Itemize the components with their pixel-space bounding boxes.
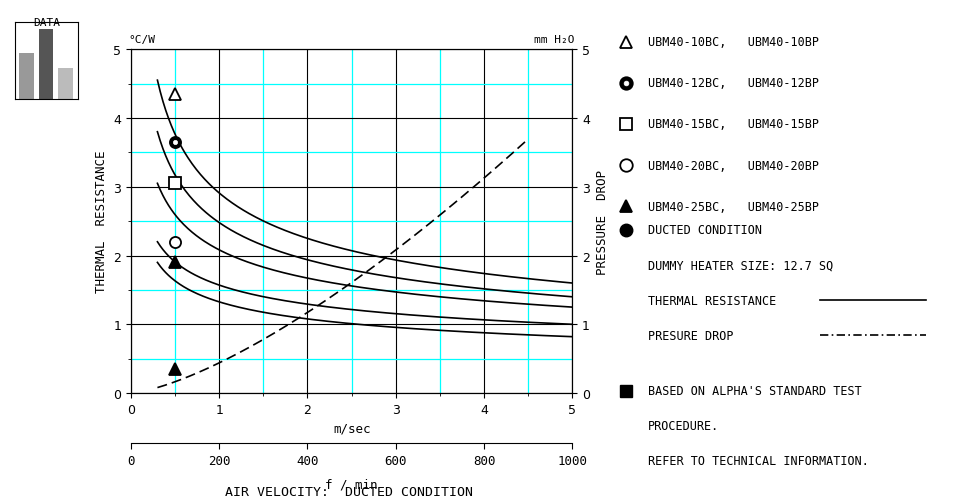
Text: UBM40-15BC,   UBM40-15BP: UBM40-15BC, UBM40-15BP — [647, 118, 818, 131]
X-axis label: m/sec: m/sec — [332, 421, 370, 434]
Text: AIR VELOCITY:  DUCTED CONDITION: AIR VELOCITY: DUCTED CONDITION — [225, 485, 473, 498]
Text: BASED ON ALPHA'S STANDARD TEST: BASED ON ALPHA'S STANDARD TEST — [647, 384, 860, 397]
Text: UBM40-12BC,   UBM40-12BP: UBM40-12BC, UBM40-12BP — [647, 77, 818, 90]
Text: THERMAL RESISTANCE: THERMAL RESISTANCE — [647, 294, 775, 307]
Text: UBM40-25BC,   UBM40-25BP: UBM40-25BC, UBM40-25BP — [647, 200, 818, 213]
Text: DUMMY HEATER SIZE: 12.7 SQ: DUMMY HEATER SIZE: 12.7 SQ — [647, 259, 832, 272]
Text: °C/W: °C/W — [129, 35, 156, 45]
Text: DUCTED CONDITION: DUCTED CONDITION — [647, 224, 762, 237]
Text: UBM40-20BC,   UBM40-20BP: UBM40-20BC, UBM40-20BP — [647, 159, 818, 172]
Bar — [39, 30, 53, 100]
Y-axis label: THERMAL  RESISTANCE: THERMAL RESISTANCE — [95, 151, 108, 293]
Text: mm H₂O: mm H₂O — [534, 35, 574, 45]
Text: PROCEDURE.: PROCEDURE. — [647, 419, 718, 432]
Text: DATA: DATA — [33, 18, 60, 28]
Y-axis label: PRESSURE  DROP: PRESSURE DROP — [595, 169, 608, 274]
Text: REFER TO TECHNICAL INFORMATION.: REFER TO TECHNICAL INFORMATION. — [647, 454, 868, 467]
Text: PRESURE DROP: PRESURE DROP — [647, 329, 733, 342]
Text: UBM40-10BC,   UBM40-10BP: UBM40-10BC, UBM40-10BP — [647, 36, 818, 49]
X-axis label: f / min: f / min — [325, 478, 378, 491]
Bar — [19, 54, 34, 100]
Bar — [58, 69, 73, 100]
